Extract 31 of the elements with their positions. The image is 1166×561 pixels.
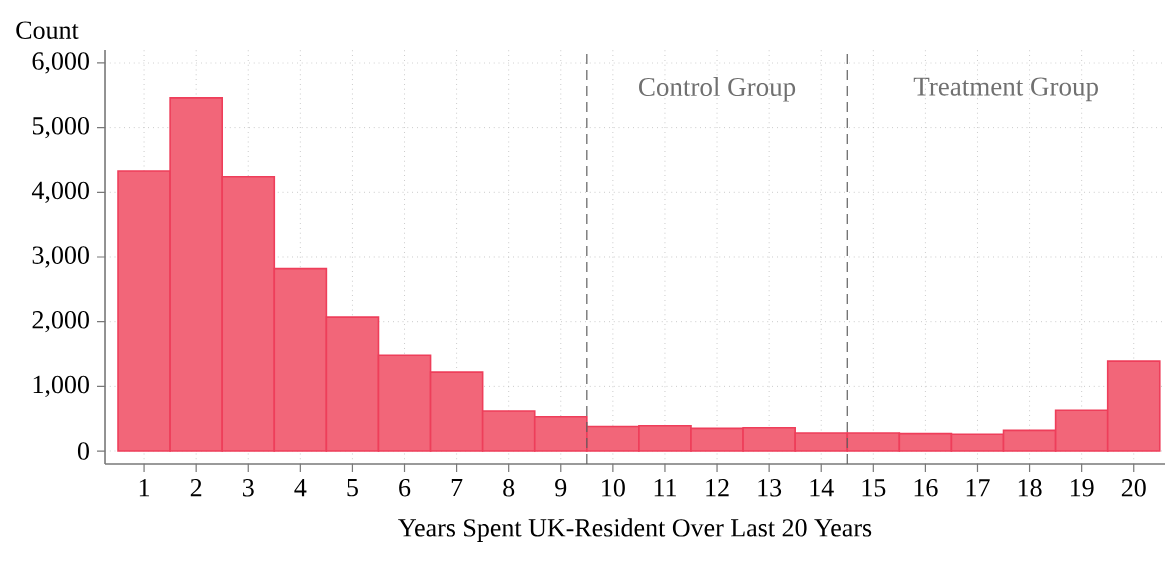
x-tick-label: 14 xyxy=(810,479,834,497)
x-tick-label: 12 xyxy=(706,479,729,497)
x-axis-title: Years Spent UK-Resident Over Last 20 Years xyxy=(398,518,872,542)
x-tick-label: 6 xyxy=(399,479,411,497)
y-tick-label: 3,000 xyxy=(32,246,89,268)
x-tick-label: 5 xyxy=(347,479,358,497)
y-axis-title: Count xyxy=(16,21,79,39)
x-tick-label: 10 xyxy=(602,479,625,497)
x-tick-label: 3 xyxy=(243,479,254,497)
x-tick-label: 20 xyxy=(1121,479,1146,497)
x-tick-label: 13 xyxy=(758,479,782,497)
x-tick-label: 2 xyxy=(190,479,202,497)
x-tick-label: 17 xyxy=(966,479,990,497)
x-tick-label: 7 xyxy=(451,479,463,497)
y-tick-label: 0 xyxy=(77,442,89,460)
x-tick-label: 18 xyxy=(1018,479,1042,497)
x-tick-label: 19 xyxy=(1070,479,1094,497)
x-tick-label: 8 xyxy=(503,479,515,497)
y-tick-label: 4,000 xyxy=(31,181,89,203)
y-tick-label: 5,000 xyxy=(32,116,89,139)
x-tick-label: 11 xyxy=(654,479,676,497)
y-tick-label: 2,000 xyxy=(32,311,89,333)
annotation: Treatment Group xyxy=(913,77,1098,102)
x-tick-label: 1 xyxy=(139,479,150,497)
x-tick-label: 15 xyxy=(862,479,886,497)
y-tick-label: 1,000 xyxy=(33,375,89,398)
y-tick-label: 6,000 xyxy=(32,52,89,74)
x-tick-label: 9 xyxy=(555,479,567,497)
annotation: Control Group xyxy=(639,77,796,102)
x-tick-label: 4 xyxy=(294,479,307,497)
x-tick-label: 16 xyxy=(914,479,938,497)
